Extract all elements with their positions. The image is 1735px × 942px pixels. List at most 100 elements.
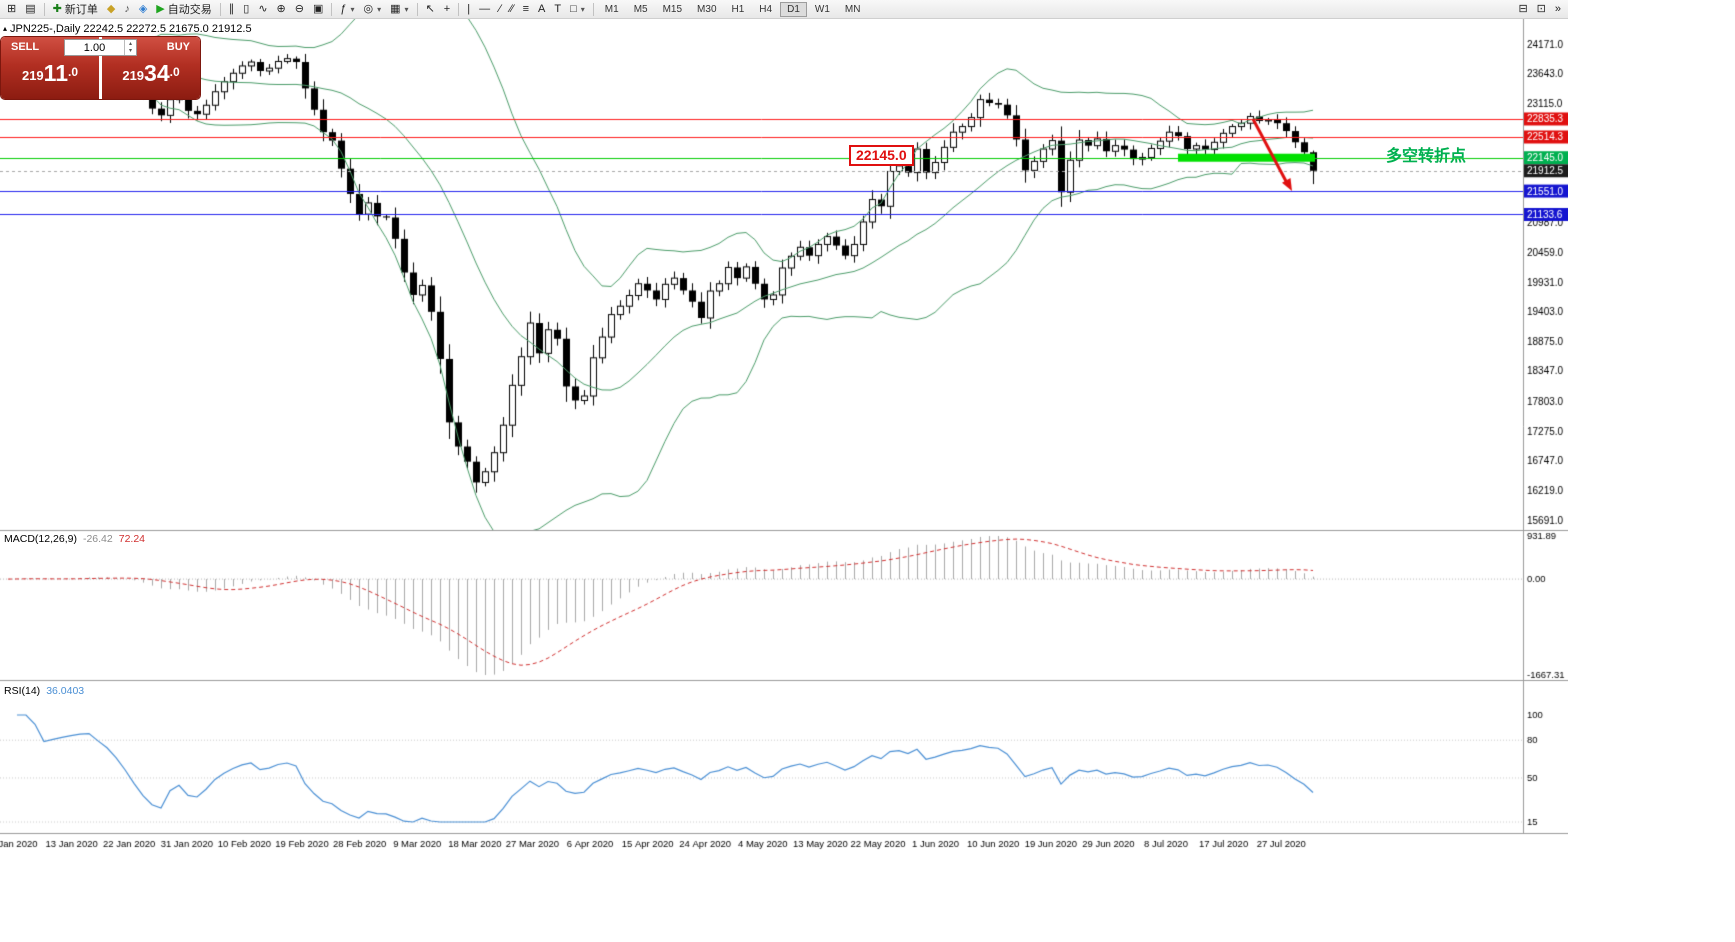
periods-icon: ▦ [390, 2, 401, 15]
dropdown-caret-icon: ▾ [377, 4, 382, 14]
volume-value: 1.00 [83, 41, 106, 54]
chart-ohlc-text: JPN225-,Daily 22242.5 22272.5 21675.0 21… [10, 23, 252, 35]
timeframe-m30-button-label: M30 [697, 3, 717, 15]
timeframe-d1-button[interactable]: D1 [780, 1, 807, 17]
tile-windows-icon: ▣ [312, 2, 324, 15]
macd-indicator-label: MACD(12,26,9) -26.42 72.24 [4, 533, 145, 545]
vertical-line-icon: | [467, 2, 471, 15]
timeframe-m1-button-label: M1 [604, 3, 619, 15]
zoom-out-icon[interactable]: ⊖ [291, 1, 308, 17]
crosshair-icon[interactable]: + [440, 1, 454, 17]
cursor-icon: ↖ [425, 2, 435, 15]
vertical-line-icon[interactable]: | [463, 1, 474, 17]
horizontal-line-icon[interactable]: ― [475, 1, 494, 17]
timeframe-h1-button[interactable]: H1 [725, 2, 752, 17]
timeframe-w1-button[interactable]: W1 [808, 2, 837, 17]
line-chart-icon: ∿ [258, 2, 268, 15]
timeframe-m15-button-label: M15 [662, 3, 683, 15]
navigator-icon[interactable]: ◈ [135, 1, 151, 17]
chart-legend: ▴ JPN225-,Daily 22242.5 22272.5 21675.0 2… [3, 23, 252, 35]
new-order-button-label: 新订单 [64, 4, 98, 16]
volume-spinner[interactable]: ▴ ▾ [124, 40, 136, 55]
rsi-value: 36.0403 [46, 685, 85, 697]
toolbar-separator [331, 2, 333, 16]
new-order-button[interactable]: ✚ 新订单 [49, 1, 102, 17]
zoom-out-icon: ⊖ [294, 2, 304, 15]
channel-icon: ∕∕ [509, 2, 514, 15]
trendline-icon: ∕ [499, 2, 501, 15]
price-chart-canvas[interactable] [0, 19, 1568, 851]
timeframe-m30-button[interactable]: M30 [690, 2, 723, 17]
ea-wizard-icon: ◆ [106, 2, 116, 15]
one-click-collapse-icon[interactable]: ▴ [3, 24, 8, 33]
zoom-in-icon[interactable]: ⊕ [273, 1, 290, 17]
buy-label: BUY [166, 41, 190, 53]
auto-scroll-icon: ⊡ [1536, 2, 1546, 15]
timeframe-mn-button-label: MN [844, 3, 861, 15]
bars-chart-icon[interactable]: ∥ [225, 1, 239, 17]
timeframe-h4-button-label: H4 [759, 3, 773, 15]
shapes-icon: □ [570, 2, 577, 15]
chart-shift-icon[interactable]: ⊟ [1514, 1, 1531, 17]
new-chart-icon[interactable]: ⊞ [3, 1, 20, 17]
fibonacci-icon[interactable]: ≡ [519, 1, 533, 17]
timeframe-mn-button[interactable]: MN [838, 2, 868, 17]
dropdown-caret-icon: ▾ [580, 4, 585, 14]
indicators-icon: ƒ [340, 2, 347, 15]
toolbar-separator [219, 2, 221, 16]
zoom-in-icon: ⊕ [276, 2, 286, 15]
toolbar-separator [416, 2, 418, 16]
sound-icon: ♪ [124, 2, 130, 15]
toolbar: ⊞ ▤ ✚ 新订单 ◆ ♪ ◈ ▶ 自动交易 ∥ ▯ ∿ ⊕ ⊖ ▣ ƒ ▾ ◎ ▾ ▦ ▾ ↖ + | ― ∕ ∕∕ ≡ A T □ ▾ M1… [0, 0, 1568, 19]
candlestick-chart-icon[interactable]: ▯ [239, 1, 253, 17]
timeframe-m5-button[interactable]: M5 [627, 2, 655, 17]
dropdown-caret-icon: ▾ [350, 4, 355, 14]
periods-icon[interactable]: ▦ ▾ [386, 1, 412, 17]
macd-signal-value: 72.24 [118, 533, 146, 545]
cursor-icon[interactable]: ↖ [422, 1, 439, 17]
timeframe-h4-button[interactable]: H4 [752, 2, 779, 17]
text-icon: A [538, 2, 546, 15]
autotrading-button[interactable]: ▶ 自动交易 [152, 1, 215, 17]
navigator-icon: ◈ [138, 2, 148, 15]
volume-input[interactable]: 1.00 ▴ ▾ [64, 39, 137, 56]
timeframe-h1-button-label: H1 [731, 3, 745, 15]
toolbar-separator [43, 2, 45, 16]
crosshair-icon: + [443, 2, 451, 15]
timeframe-d1-button-label: D1 [787, 3, 800, 15]
chart-shift-icon: ⊟ [1518, 2, 1528, 15]
tile-windows-icon[interactable]: ▣ [309, 1, 327, 17]
profiles-icon[interactable]: ▤ [21, 1, 39, 17]
new-order-icon: ✚ [52, 2, 62, 15]
label-icon[interactable]: T [550, 1, 565, 17]
price-callout[interactable]: 22145.0 [849, 145, 914, 166]
bars-chart-icon: ∥ [228, 2, 235, 15]
label-icon: T [554, 2, 562, 15]
volume-up-icon[interactable]: ▴ [128, 40, 132, 47]
autotrading-icon: ▶ [156, 2, 165, 15]
buy-price: 219 34.0 [122, 60, 180, 86]
new-chart-icon: ⊞ [7, 2, 17, 15]
toolbar-overflow-icon[interactable]: » [1551, 1, 1565, 17]
timeframe-m15-button[interactable]: M15 [656, 2, 689, 17]
autotrading-button-label: 自动交易 [167, 4, 212, 16]
templates-icon[interactable]: ◎ ▾ [360, 1, 386, 17]
one-click-trading-panel: SELL 219 11.0 BUY 219 34.0 1.00 ▴ ▾ [1, 37, 200, 99]
indicators-icon[interactable]: ƒ ▾ [336, 1, 358, 17]
sound-icon[interactable]: ♪ [120, 1, 134, 17]
templates-icon: ◎ [363, 2, 374, 15]
fibonacci-icon: ≡ [522, 2, 530, 15]
turning-point-note[interactable]: 多空转折点 [1386, 148, 1467, 165]
text-icon[interactable]: A [534, 1, 549, 17]
timeframe-m1-button[interactable]: M1 [598, 2, 626, 17]
line-chart-icon[interactable]: ∿ [254, 1, 271, 17]
candlestick-chart-icon: ▯ [243, 2, 250, 15]
auto-scroll-icon[interactable]: ⊡ [1533, 1, 1550, 17]
volume-down-icon[interactable]: ▾ [128, 47, 132, 54]
shapes-icon[interactable]: □ ▾ [566, 1, 589, 17]
sell-label: SELL [11, 41, 40, 53]
ea-wizard-icon[interactable]: ◆ [103, 1, 119, 17]
dropdown-caret-icon: ▾ [404, 4, 409, 14]
channel-icon[interactable]: ∕∕ [506, 1, 518, 17]
trendline-icon[interactable]: ∕ [495, 1, 505, 17]
